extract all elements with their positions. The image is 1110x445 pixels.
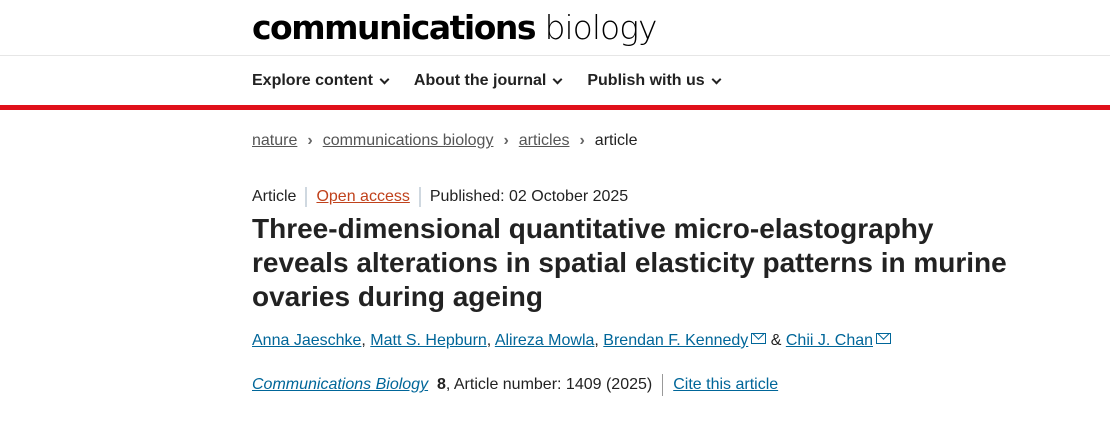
author-link[interactable]: Chii J. Chan [785, 332, 874, 349]
nav-bar: Explore content About the journal Publis… [0, 56, 1110, 110]
main-nav: Explore content About the journal Publis… [252, 72, 722, 90]
nav-label: About the journal [413, 72, 547, 89]
nav-label: Publish with us [587, 72, 705, 89]
breadcrumb-current: article [594, 132, 638, 149]
volume: 8 [436, 376, 446, 393]
article-header: nature › communications biology › articles… [252, 110, 1052, 396]
divider [418, 187, 421, 207]
nav-explore-content[interactable]: Explore content [252, 72, 390, 90]
journal-logo[interactable]: communications biology [252, 8, 658, 47]
separator: , [486, 332, 495, 349]
breadcrumb-nature[interactable]: nature [252, 132, 298, 149]
divider [305, 187, 308, 207]
article-meta: Article Open access Published: 02 Octobe… [252, 186, 1052, 208]
breadcrumb: nature › communications biology › articles… [252, 130, 1052, 152]
chevron-right-icon: › [579, 132, 585, 149]
mail-icon[interactable] [751, 333, 767, 344]
open-access-link[interactable]: Open access [316, 188, 410, 205]
separator: & [766, 332, 786, 349]
article-type: Article [252, 188, 297, 205]
separator: , [361, 332, 371, 349]
separator: , [594, 332, 604, 349]
nav-about-journal[interactable]: About the journal [413, 72, 563, 90]
published-date: Published: 02 October 2025 [429, 188, 629, 205]
breadcrumb-articles[interactable]: articles [518, 132, 570, 149]
divider [662, 374, 664, 396]
journal-link[interactable]: Communications Biology [252, 376, 429, 393]
article-number: , Article number: 1409 (2025) [445, 376, 653, 393]
author-link[interactable]: Alireza Mowla [494, 332, 595, 349]
logo-light: biology [544, 8, 658, 47]
breadcrumb-journal[interactable]: communications biology [322, 132, 494, 149]
chevron-down-icon [552, 74, 563, 84]
chevron-right-icon: › [503, 132, 509, 149]
logo-bold: communications [252, 8, 537, 47]
author-link[interactable]: Brendan F. Kennedy [603, 332, 749, 349]
article-title: Three-dimensional quantitative micro-ela… [252, 213, 1007, 312]
nav-label: Explore content [252, 72, 373, 89]
citation: Communications Biology 8, Article number… [252, 374, 1052, 396]
cite-this-article-link[interactable]: Cite this article [673, 376, 779, 393]
author-link[interactable]: Matt S. Hepburn [370, 332, 487, 349]
author-list: Anna Jaeschke, Matt S. Hepburn, Alireza … [252, 330, 1052, 352]
chevron-down-icon [379, 74, 390, 84]
chevron-right-icon: › [307, 132, 313, 149]
chevron-down-icon [711, 74, 722, 84]
site-header: communications biology [0, 0, 1110, 56]
mail-icon[interactable] [876, 333, 892, 344]
nav-publish[interactable]: Publish with us [587, 72, 722, 90]
author-link[interactable]: Anna Jaeschke [252, 332, 362, 349]
